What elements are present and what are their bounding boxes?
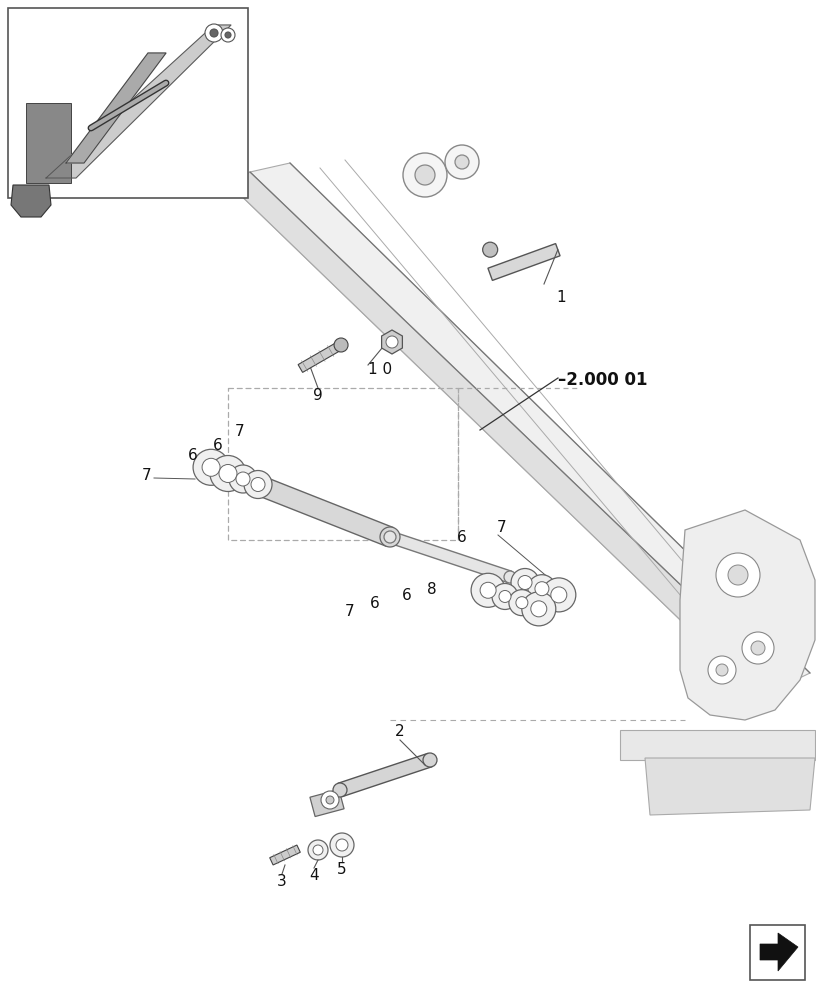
Text: 6: 6 [457, 530, 467, 546]
Circle shape [221, 28, 235, 42]
Polygon shape [239, 470, 393, 546]
Circle shape [480, 582, 496, 598]
Text: 6: 6 [370, 596, 380, 611]
Polygon shape [250, 163, 810, 685]
Circle shape [233, 469, 253, 489]
Circle shape [225, 32, 231, 38]
Circle shape [708, 656, 736, 684]
Circle shape [499, 590, 511, 602]
Circle shape [334, 338, 348, 352]
Text: 8: 8 [428, 582, 437, 597]
Circle shape [471, 573, 505, 607]
Circle shape [511, 569, 539, 597]
Circle shape [535, 582, 549, 596]
Text: 7: 7 [345, 604, 355, 619]
Text: –2.000 01: –2.000 01 [558, 371, 648, 389]
Circle shape [229, 465, 257, 493]
Text: 6: 6 [402, 588, 412, 603]
Text: 1: 1 [556, 290, 565, 306]
Polygon shape [46, 25, 231, 178]
Polygon shape [310, 789, 344, 817]
Circle shape [728, 565, 748, 585]
Text: 9: 9 [313, 388, 323, 403]
Circle shape [210, 455, 246, 491]
Circle shape [516, 597, 528, 609]
Polygon shape [382, 330, 402, 354]
Text: 4: 4 [309, 868, 319, 884]
Circle shape [751, 641, 765, 655]
Polygon shape [298, 340, 346, 372]
Polygon shape [66, 53, 166, 163]
Bar [750, 925, 805, 980]
Circle shape [202, 458, 220, 476]
Text: 5: 5 [337, 862, 347, 878]
Circle shape [384, 531, 396, 543]
Text: 7: 7 [142, 468, 152, 484]
Circle shape [521, 592, 556, 626]
Circle shape [219, 464, 237, 482]
Circle shape [415, 165, 435, 185]
Circle shape [455, 155, 469, 169]
Circle shape [542, 578, 576, 612]
Circle shape [205, 24, 223, 42]
Circle shape [333, 783, 347, 797]
Polygon shape [230, 172, 785, 700]
Polygon shape [680, 510, 815, 720]
Polygon shape [388, 531, 512, 583]
Circle shape [244, 471, 272, 499]
Circle shape [308, 840, 328, 860]
Circle shape [423, 753, 437, 767]
Circle shape [380, 527, 400, 547]
Circle shape [336, 839, 348, 851]
Circle shape [326, 796, 334, 804]
Circle shape [716, 664, 728, 676]
Circle shape [518, 576, 532, 590]
Text: 7: 7 [497, 520, 507, 536]
Circle shape [483, 242, 498, 257]
Circle shape [386, 336, 398, 348]
Text: 1 0: 1 0 [368, 362, 392, 377]
Circle shape [445, 145, 479, 179]
Polygon shape [338, 753, 432, 797]
Polygon shape [760, 933, 798, 971]
Bar [8, 8, 248, 198]
Polygon shape [645, 758, 815, 815]
Circle shape [530, 601, 547, 617]
Circle shape [551, 587, 567, 603]
Circle shape [504, 571, 516, 583]
Circle shape [528, 575, 556, 603]
Polygon shape [11, 185, 51, 217]
Text: 6: 6 [188, 448, 197, 462]
Circle shape [492, 583, 518, 609]
Circle shape [742, 632, 774, 664]
Polygon shape [620, 730, 815, 760]
Circle shape [403, 153, 447, 197]
Circle shape [236, 472, 250, 486]
Text: 7: 7 [235, 424, 245, 440]
Circle shape [321, 791, 339, 809]
Circle shape [509, 590, 535, 616]
Polygon shape [270, 845, 300, 865]
Circle shape [313, 845, 323, 855]
Circle shape [210, 29, 218, 37]
Text: 3: 3 [277, 874, 287, 890]
Circle shape [251, 478, 265, 492]
Circle shape [716, 553, 760, 597]
Circle shape [193, 449, 229, 485]
Polygon shape [488, 244, 560, 280]
Text: 6: 6 [213, 438, 223, 452]
Polygon shape [26, 103, 71, 183]
Circle shape [330, 833, 354, 857]
Text: 2: 2 [395, 724, 405, 740]
